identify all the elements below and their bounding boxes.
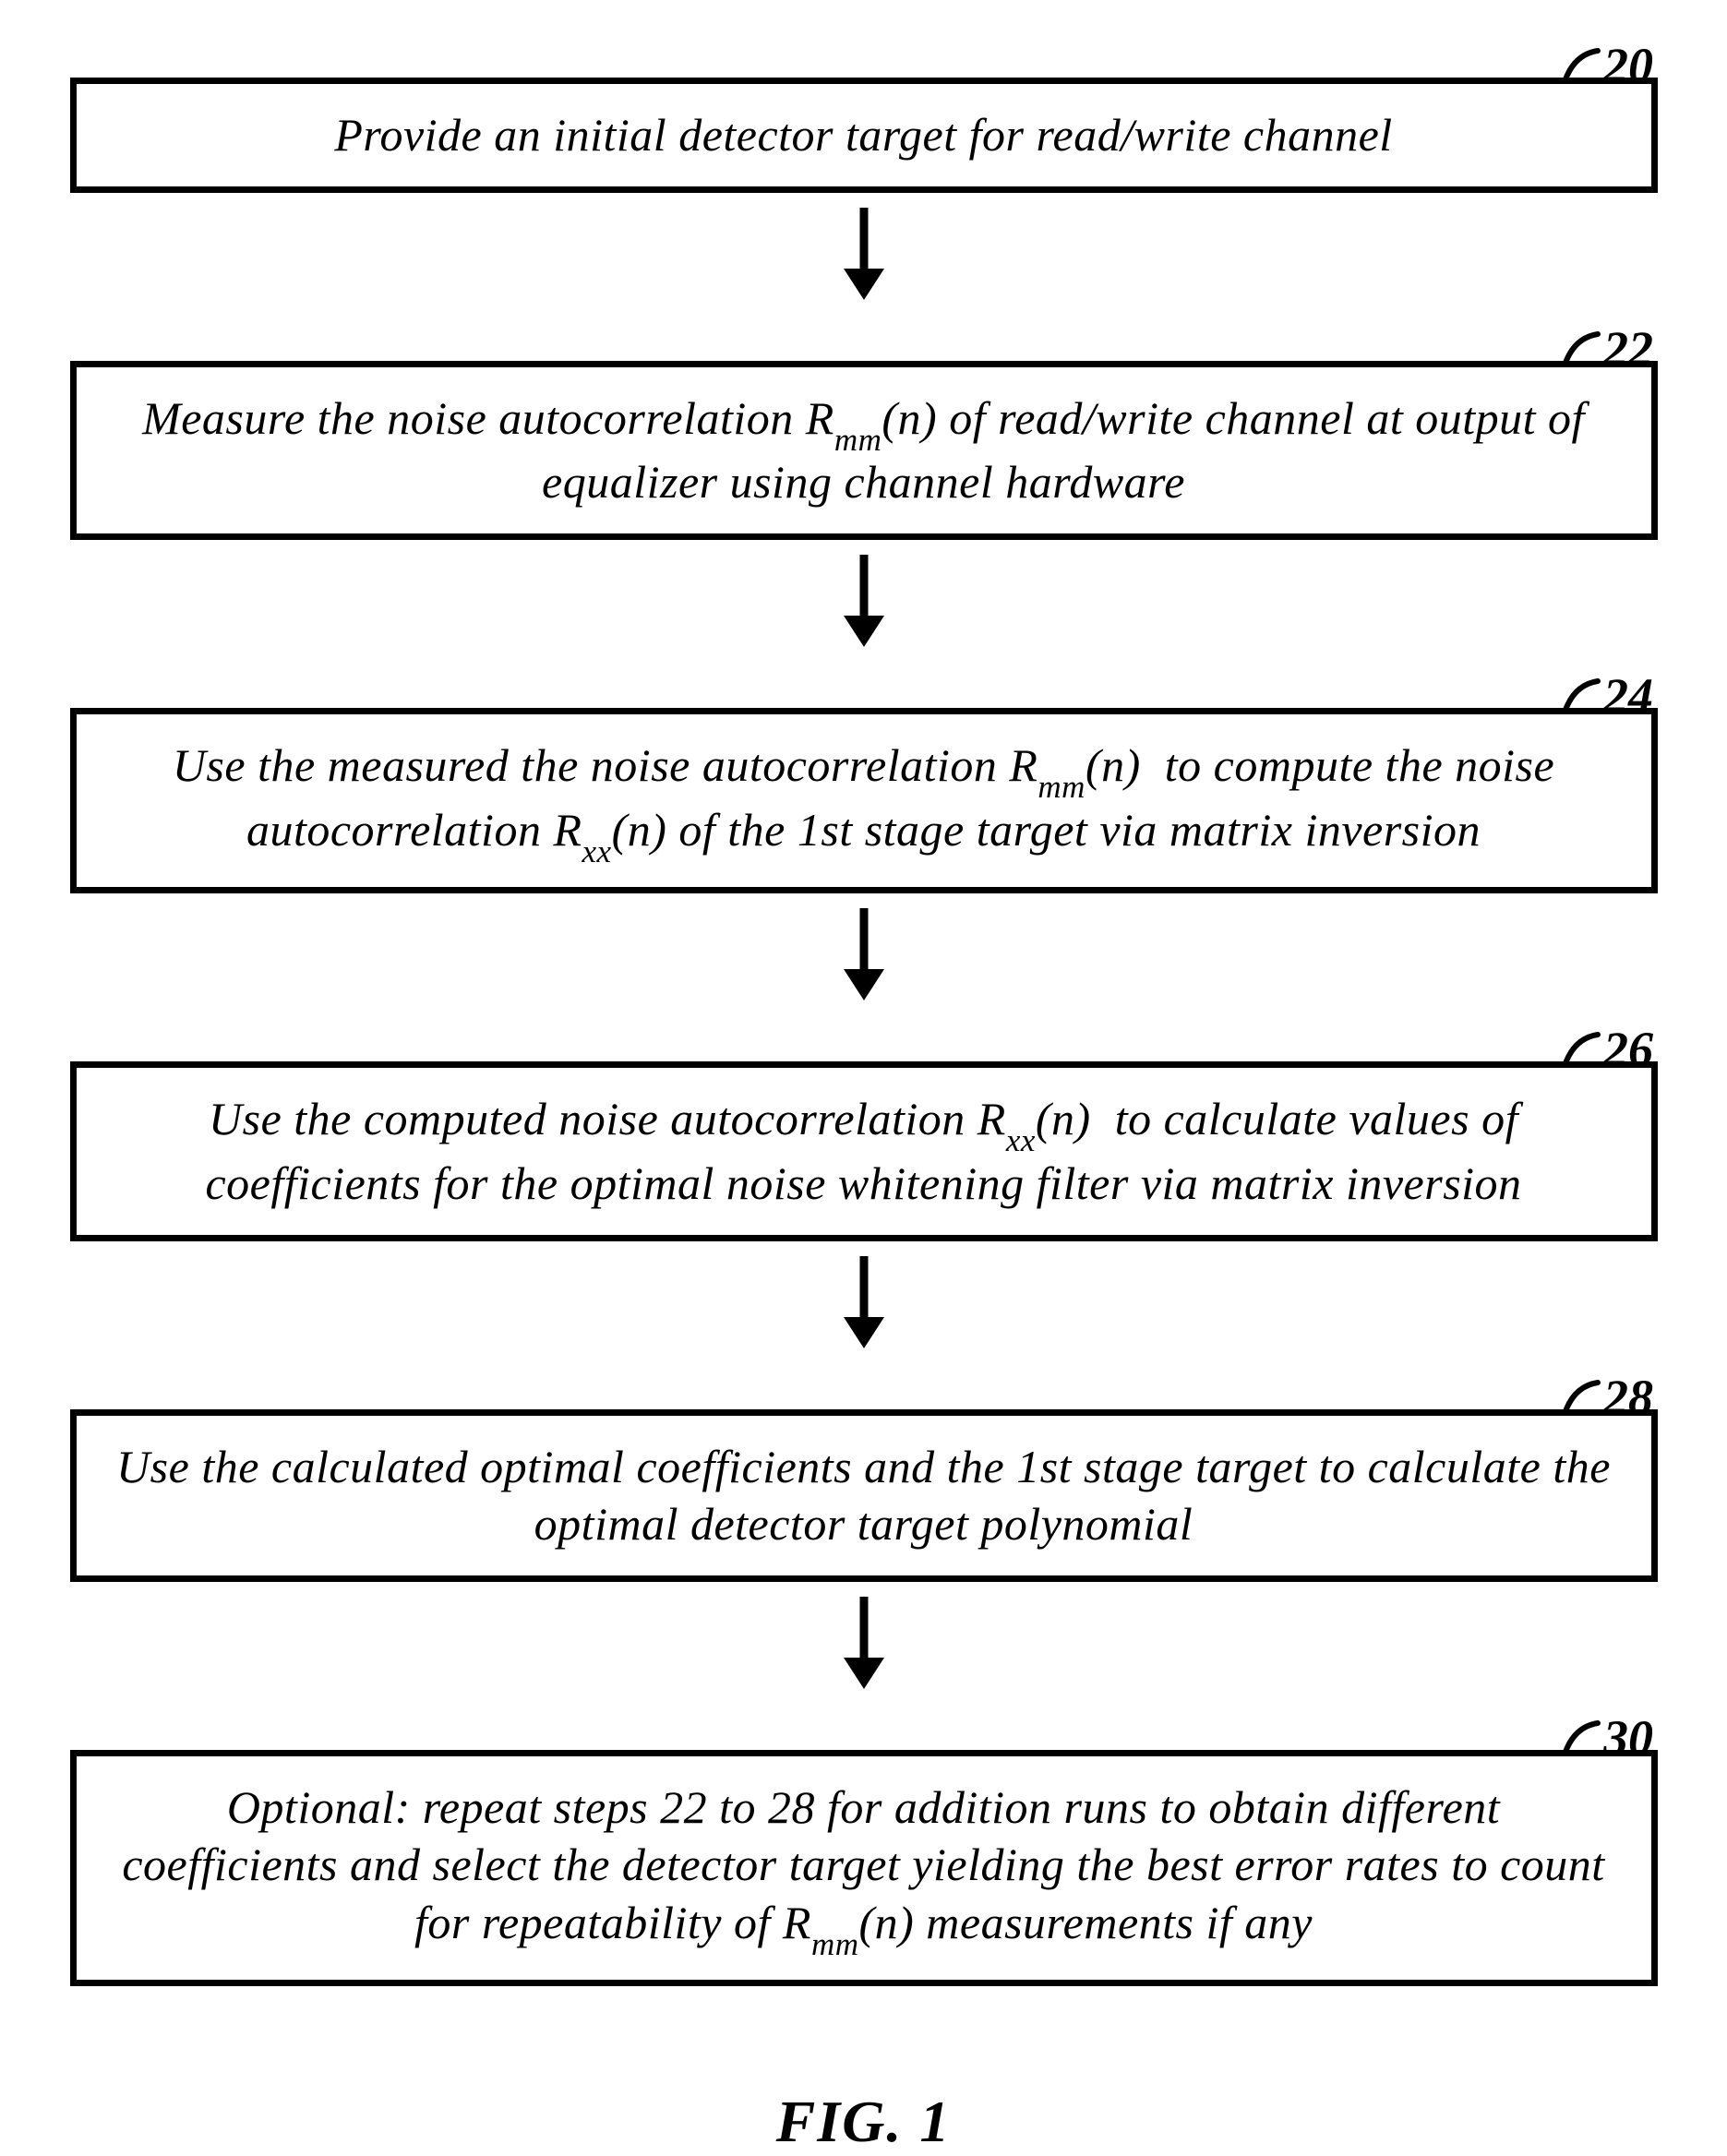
flow-arrow [822,1256,905,1348]
step-text: Provide an initial detector target for r… [334,106,1392,164]
flow-step: Measure the noise autocorrelation Rmm(n)… [70,361,1658,540]
arrow-down-icon [822,555,905,647]
flow-arrow [822,1597,905,1689]
flow-step: Provide an initial detector target for r… [70,78,1658,193]
step-wrap: 26Use the computed noise autocorrelation… [37,1061,1690,1240]
flow-step: Use the calculated optimal coefficients … [70,1409,1658,1582]
arrow-down-icon [822,1597,905,1689]
step-wrap: 28Use the calculated optimal coefficient… [37,1409,1690,1582]
step-text: Measure the noise autocorrelation Rmm(n)… [114,389,1614,511]
arrow-down-icon [822,1256,905,1348]
flow-step: Use the measured the noise autocorrelati… [70,708,1658,894]
flowchart: 20Provide an initial detector target for… [37,37,1690,1986]
flow-arrow [822,908,905,1000]
page: 20Provide an initial detector target for… [0,0,1727,2094]
step-text: Use the measured the noise autocorrelati… [114,737,1614,866]
flow-arrow [822,208,905,300]
flow-step: Use the computed noise autocorrelation R… [70,1061,1658,1240]
step-text: Use the calculated optimal coefficients … [114,1438,1614,1553]
step-text: Use the computed noise autocorrelation R… [114,1090,1614,1212]
figure-caption: FIG. 1 [37,2088,1690,2156]
step-wrap: 30Optional: repeat steps 22 to 28 for ad… [37,1750,1690,1987]
arrow-down-icon [822,908,905,1000]
flow-step: Optional: repeat steps 22 to 28 for addi… [70,1750,1658,1987]
flow-arrow [822,555,905,647]
step-text: Optional: repeat steps 22 to 28 for addi… [114,1779,1614,1958]
step-wrap: 24Use the measured the noise autocorrela… [37,708,1690,894]
step-wrap: 20Provide an initial detector target for… [37,78,1690,193]
step-wrap: 22Measure the noise autocorrelation Rmm(… [37,361,1690,540]
arrow-down-icon [822,208,905,300]
